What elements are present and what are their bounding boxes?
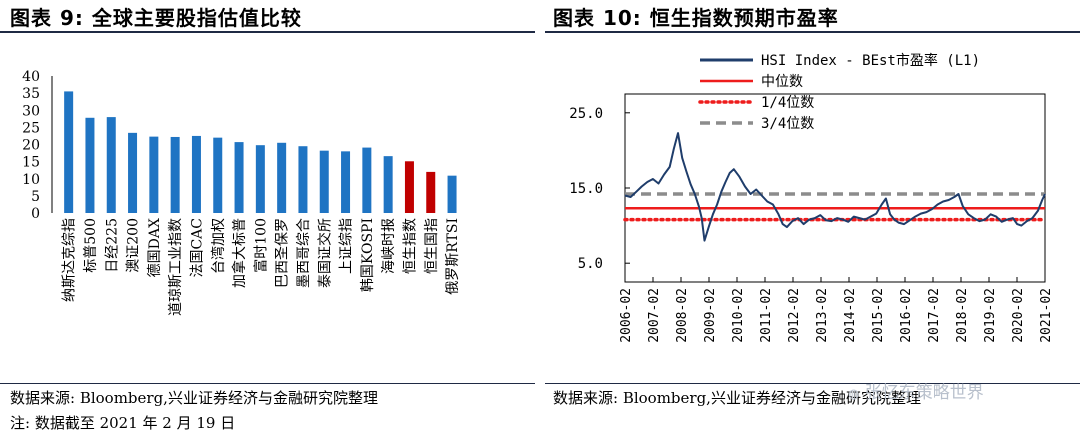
bar-category-label: 韩国KOSPI bbox=[360, 218, 376, 292]
bar bbox=[170, 136, 180, 213]
bar bbox=[447, 175, 457, 213]
bar bbox=[426, 171, 436, 213]
line-x-tick-label: 2009-02 bbox=[703, 288, 718, 343]
line-x-tick-label: 2016-02 bbox=[899, 288, 914, 343]
bar-category-label: 巴西圣保罗 bbox=[275, 218, 291, 288]
bar bbox=[341, 151, 351, 213]
line-x-tick-label: 2014-02 bbox=[843, 288, 858, 343]
line-x-tick-label: 2018-02 bbox=[955, 288, 970, 343]
legend-label: 1/4位数 bbox=[761, 95, 814, 111]
bar bbox=[234, 142, 244, 213]
bar bbox=[362, 147, 372, 213]
bar-category-label: 标普500 bbox=[83, 218, 99, 273]
line-x-tick-label: 2010-02 bbox=[731, 288, 746, 343]
line-x-tick-label: 2007-02 bbox=[647, 288, 662, 343]
bar-category-label: 恒生指数 bbox=[402, 218, 418, 274]
bar-category-label: 加拿大标普 bbox=[231, 218, 248, 288]
bar-category-label: 法国CAC bbox=[189, 218, 205, 278]
line-y-tick-label: 5.0 bbox=[578, 256, 603, 272]
line-x-tick-label: 2015-02 bbox=[871, 288, 886, 343]
bar bbox=[85, 117, 95, 213]
right-source-note: 数据来源: Bloomberg,兴业证券经济与金融研究院整理 bbox=[553, 389, 921, 407]
bar-category-label: 俄罗斯RTSI bbox=[445, 218, 461, 295]
bar-category-label: 海峡时报 bbox=[381, 218, 397, 274]
bar bbox=[64, 91, 74, 213]
bar-y-tick-label: 0 bbox=[31, 206, 40, 222]
legend-label: 中位数 bbox=[761, 74, 803, 90]
bar-category-label: 纳斯达克综指 bbox=[62, 218, 78, 302]
line-x-tick-label: 2011-02 bbox=[759, 288, 774, 343]
right-footer-rule bbox=[545, 383, 1080, 384]
line-x-tick-label: 2006-02 bbox=[619, 288, 634, 343]
plot-frame bbox=[624, 93, 1046, 283]
line-chart: 25.0 15.0 5.0 2006-02 2007-02 2008-02 2009-02 2… bbox=[569, 52, 1054, 343]
line-x-tick-label: 2017-02 bbox=[927, 288, 942, 343]
bar-y-tick-label: 20 bbox=[22, 138, 40, 154]
bar-y-tick-label: 5 bbox=[31, 189, 40, 205]
bar-y-tick-label: 10 bbox=[22, 172, 40, 188]
bar-y-tick-label: 15 bbox=[22, 155, 40, 171]
bar bbox=[277, 142, 287, 213]
right-title-rule bbox=[545, 31, 1080, 33]
bar-y-tick-label: 25 bbox=[22, 120, 40, 136]
bar bbox=[128, 132, 138, 213]
bar bbox=[319, 150, 329, 213]
left-chart-title: 图表 9: 全球主要股指估值比较 bbox=[10, 6, 302, 30]
wechat-icon: ◍ bbox=[848, 387, 860, 402]
bar-category-label: 恒生国指 bbox=[424, 218, 440, 274]
bar bbox=[255, 145, 265, 213]
bar-category-label: 墨西哥综合 bbox=[296, 218, 312, 288]
legend-label: HSI Index - BEst市盈率 (L1) bbox=[761, 52, 980, 69]
bar bbox=[106, 117, 116, 213]
line-x-tick-label: 2012-02 bbox=[787, 288, 802, 343]
left-title-rule bbox=[0, 31, 535, 33]
left-footer-rule bbox=[0, 383, 535, 384]
line-x-tick-label: 2013-02 bbox=[815, 288, 830, 343]
right-chart-title: 图表 10: 恒生指数预期市盈率 bbox=[553, 6, 839, 30]
line-y-tick-label: 25.0 bbox=[569, 106, 603, 122]
bar-category-label: 德国DAX bbox=[147, 218, 163, 277]
left-date-note: 注: 数据截至 2021 年 2 月 19 日 bbox=[10, 414, 236, 432]
left-source-note: 数据来源: Bloomberg,兴业证券经济与金融研究院整理 bbox=[10, 389, 378, 407]
bar bbox=[404, 161, 414, 213]
watermark: ◍ 张忆东策略世界 bbox=[848, 378, 984, 403]
bar bbox=[191, 135, 201, 213]
bar-category-label: 台湾加权 bbox=[210, 218, 227, 274]
bar-category-label: 泰国证交所 bbox=[316, 218, 333, 288]
line-x-tick-label: 2008-02 bbox=[675, 288, 690, 343]
hsi-pe-series bbox=[624, 132, 1046, 242]
line-x-tick-label: 2021-02 bbox=[1039, 288, 1054, 343]
bar-category-label: 上证综指 bbox=[339, 218, 355, 274]
legend-label: 3/4位数 bbox=[761, 116, 814, 132]
bar-category-label: 澳证200 bbox=[126, 218, 142, 273]
bar-y-tick-label: 30 bbox=[22, 103, 40, 119]
bar bbox=[298, 146, 308, 213]
watermark-text: 张忆东策略世界 bbox=[864, 383, 984, 403]
bar bbox=[149, 136, 159, 213]
bar-y-tick-label: 35 bbox=[22, 86, 40, 102]
bar-category-label: 富时100 bbox=[252, 218, 269, 273]
bar-category-label: 道琼斯工业指数 bbox=[168, 218, 184, 316]
line-x-tick-label: 2019-02 bbox=[983, 288, 998, 343]
bar-category-label: 日经225 bbox=[104, 218, 120, 273]
bar-y-tick-label: 40 bbox=[22, 69, 40, 85]
line-y-tick-label: 15.0 bbox=[569, 181, 603, 197]
line-x-tick-label: 2020-02 bbox=[1011, 288, 1026, 343]
bar bbox=[213, 137, 223, 213]
bar bbox=[383, 156, 393, 213]
